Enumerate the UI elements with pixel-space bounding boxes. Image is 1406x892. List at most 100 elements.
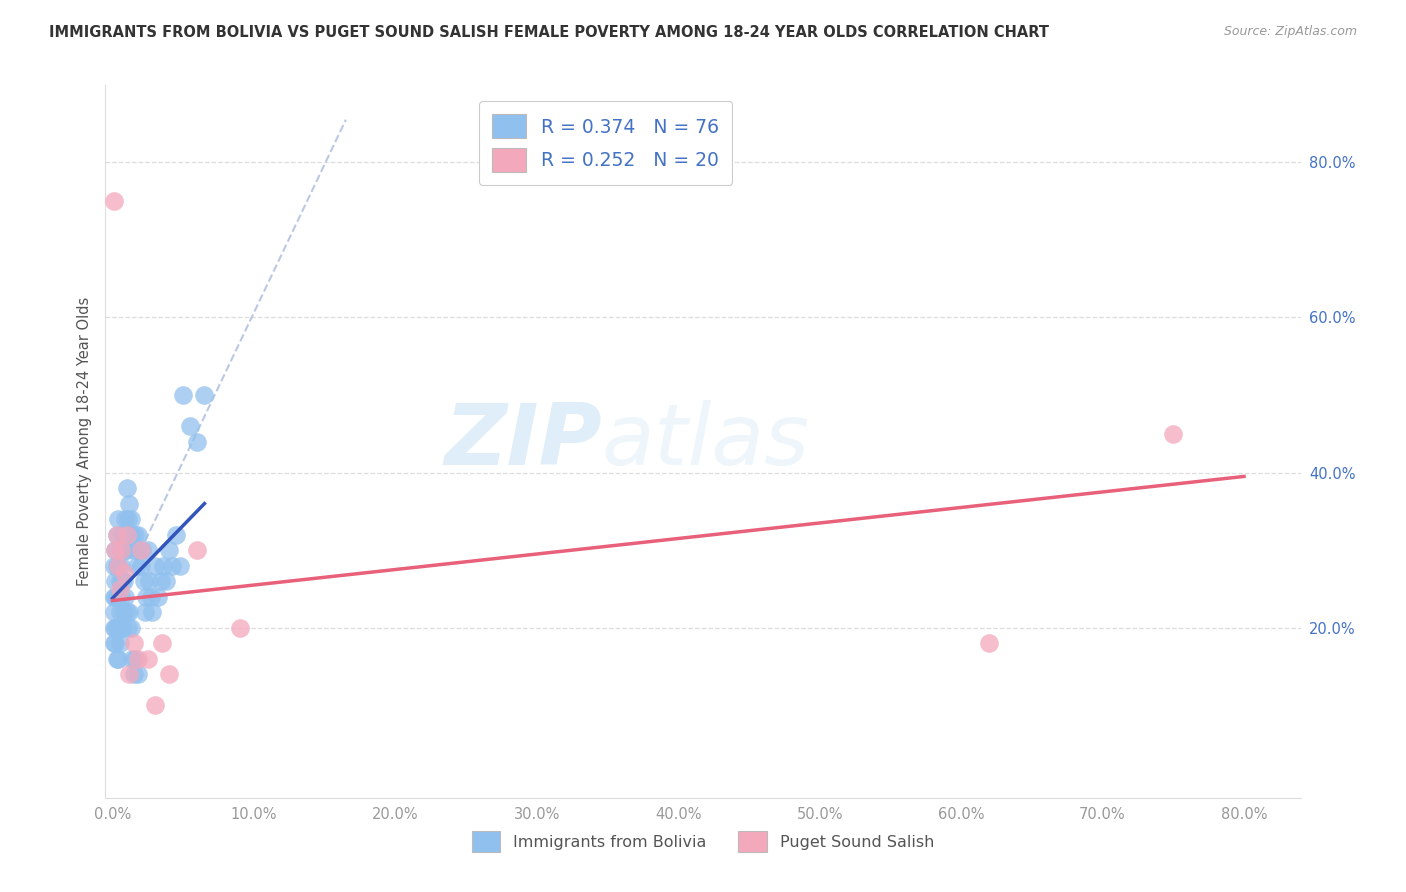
Point [104, 543, 127, 558]
Point [132, 574, 155, 589]
Point [169, 558, 191, 573]
Point [121, 527, 143, 541]
Point [111, 621, 134, 635]
Point [136, 651, 159, 665]
Point [138, 574, 160, 589]
Point [104, 636, 127, 650]
Point [128, 543, 150, 558]
Point [122, 636, 145, 650]
Point [107, 558, 129, 573]
Point [136, 543, 159, 558]
Point [121, 651, 143, 665]
Point [120, 621, 142, 635]
Point [186, 543, 208, 558]
Point [160, 558, 183, 573]
Point [105, 651, 128, 665]
Point [110, 590, 132, 604]
Text: Source: ZipAtlas.com: Source: ZipAtlas.com [1223, 25, 1357, 38]
Point [115, 543, 138, 558]
Point [129, 558, 152, 573]
Point [115, 605, 138, 619]
Point [105, 558, 128, 573]
Point [108, 605, 131, 619]
Point [107, 558, 129, 573]
Point [127, 527, 149, 541]
Point [120, 512, 142, 526]
Text: IMMIGRANTS FROM BOLIVIA VS PUGET SOUND SALISH FEMALE POVERTY AMONG 18-24 YEAR OL: IMMIGRANTS FROM BOLIVIA VS PUGET SOUND S… [49, 25, 1049, 40]
Point [110, 543, 132, 558]
Point [155, 574, 177, 589]
Point [105, 590, 128, 604]
Point [979, 636, 1001, 650]
Point [172, 388, 194, 402]
Point [104, 574, 127, 589]
Point [157, 667, 180, 681]
Point [112, 543, 135, 558]
Point [157, 543, 180, 558]
Point [112, 574, 135, 589]
Point [141, 605, 163, 619]
Point [118, 497, 141, 511]
Point [149, 574, 172, 589]
Point [105, 527, 128, 541]
Point [107, 590, 129, 604]
Point [193, 388, 215, 402]
Point [107, 651, 129, 665]
Point [118, 667, 141, 681]
Point [114, 590, 136, 604]
Point [150, 636, 173, 650]
Point [127, 667, 149, 681]
Point [124, 527, 146, 541]
Point [117, 621, 139, 635]
Point [107, 621, 129, 635]
Point [115, 527, 138, 541]
Point [124, 651, 146, 665]
Point [122, 667, 145, 681]
Point [104, 621, 127, 635]
Point [146, 590, 169, 604]
Point [117, 512, 139, 526]
Legend: Immigrants from Bolivia, Puget Sound Salish: Immigrants from Bolivia, Puget Sound Sal… [465, 825, 941, 858]
Text: ZIP: ZIP [444, 400, 602, 483]
Point [103, 558, 125, 573]
Point [122, 543, 145, 558]
Point [111, 574, 134, 589]
Point [103, 636, 125, 650]
Point [139, 590, 162, 604]
Point [111, 527, 134, 541]
Point [152, 558, 174, 573]
Point [112, 566, 135, 581]
Point [1161, 426, 1184, 441]
Point [127, 651, 149, 665]
Point [118, 605, 141, 619]
Point [104, 590, 127, 604]
Point [110, 621, 132, 635]
Point [129, 543, 152, 558]
Point [143, 558, 166, 573]
Point [105, 527, 128, 541]
Point [115, 481, 138, 495]
Point [108, 582, 131, 596]
Point [108, 543, 131, 558]
Point [131, 543, 153, 558]
Point [143, 698, 166, 713]
Point [125, 558, 148, 573]
Point [114, 512, 136, 526]
Point [112, 605, 135, 619]
Point [179, 419, 201, 434]
Point [134, 605, 156, 619]
Point [186, 434, 208, 449]
Point [110, 558, 132, 573]
Point [108, 636, 131, 650]
Point [105, 621, 128, 635]
Point [103, 621, 125, 635]
Point [108, 574, 131, 589]
Text: atlas: atlas [602, 400, 810, 483]
Point [104, 543, 127, 558]
Point [135, 590, 157, 604]
Point [165, 527, 187, 541]
Point [229, 621, 252, 635]
Y-axis label: Female Poverty Among 18-24 Year Olds: Female Poverty Among 18-24 Year Olds [76, 297, 91, 586]
Point [103, 605, 125, 619]
Point [103, 194, 125, 208]
